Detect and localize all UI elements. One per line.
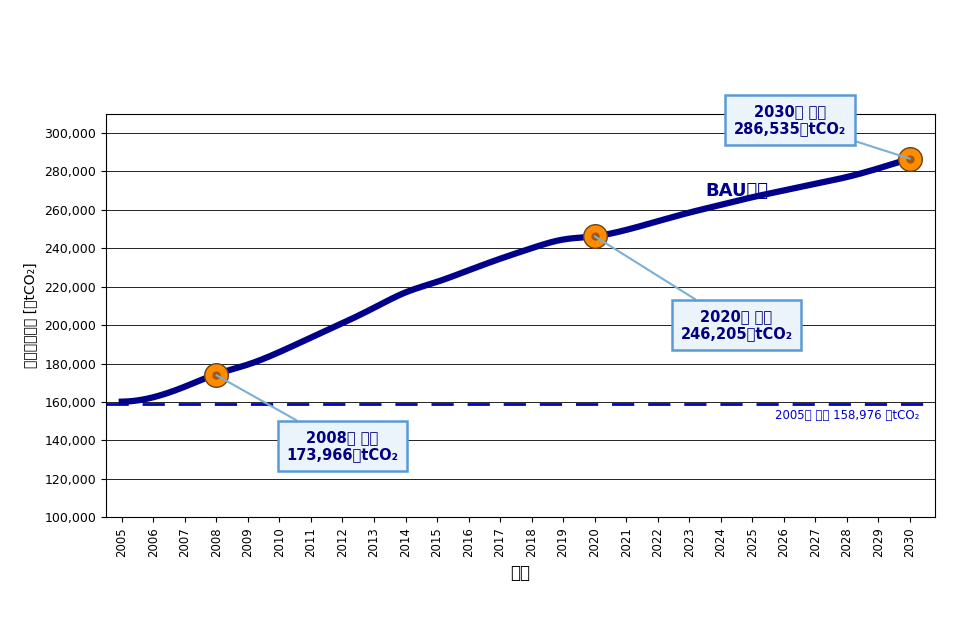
Text: 2008년 기준
173,966첞tCO₂: 2008년 기준 173,966첞tCO₂ (216, 375, 398, 463)
Text: BAU분석: BAU분석 (705, 182, 768, 199)
X-axis label: 년도: 년도 (511, 564, 530, 582)
Text: 2030년 기준
286,535첞tCO₂: 2030년 기준 286,535첞tCO₂ (734, 104, 910, 159)
Text: 2020년 기준
246,205첞tCO₂: 2020년 기준 246,205첞tCO₂ (595, 236, 792, 341)
Text: 2005년 기준 158,976 첞tCO₂: 2005년 기준 158,976 첞tCO₂ (775, 409, 920, 422)
Y-axis label: 온실가스배출 [첞tCO₂]: 온실가스배출 [첞tCO₂] (23, 262, 38, 369)
